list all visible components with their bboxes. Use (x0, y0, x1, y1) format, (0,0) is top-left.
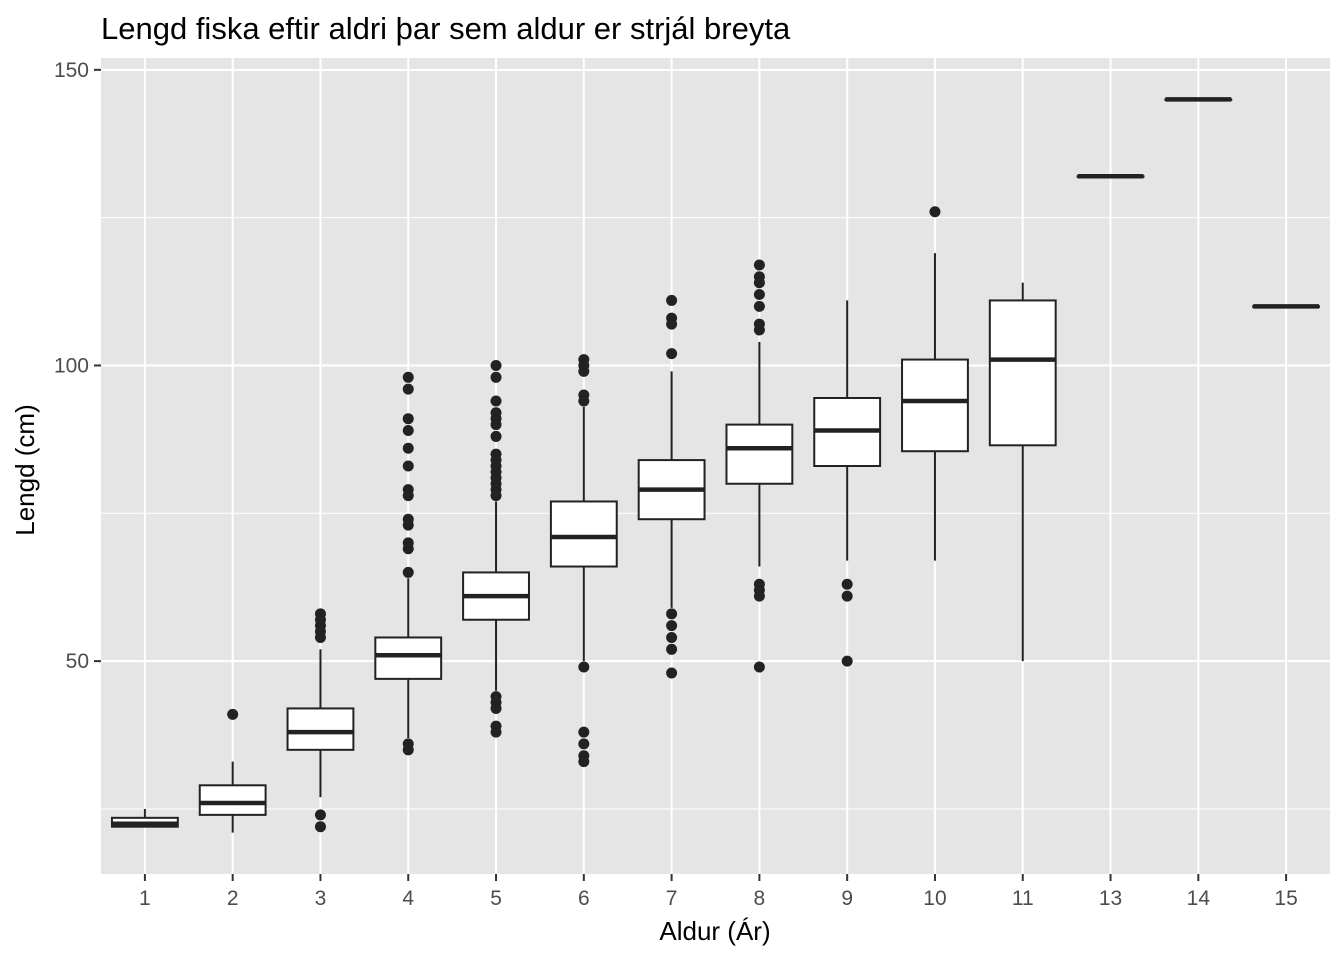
outlier-point (490, 720, 502, 732)
outlier-point (753, 318, 765, 330)
outlier-point (753, 300, 765, 312)
outlier-point (753, 661, 765, 673)
y-axis: 50 100 150 (54, 59, 101, 673)
plot-panel (101, 58, 1330, 874)
outlier-point (578, 726, 590, 738)
box-iqr (286, 707, 355, 751)
box-iqr (374, 636, 443, 680)
x-axis: 1 2 3 4 5 6 7 8 9 10 11 13 14 15 (139, 874, 1298, 910)
box-age-14 (1164, 97, 1233, 102)
outlier-point (578, 738, 590, 750)
outlier-point (490, 395, 502, 407)
y-tick-label: 100 (54, 354, 89, 377)
outlier-point (402, 383, 414, 395)
outlier-point (666, 608, 678, 620)
x-tick-label: 4 (402, 887, 414, 910)
outlier-point (402, 566, 414, 578)
box-age-11 (988, 282, 1057, 662)
outlier-point (578, 750, 590, 762)
box-age-6 (549, 354, 618, 768)
y-tick-label: 50 (66, 650, 89, 673)
outlier-point (402, 513, 414, 525)
box-iqr (725, 423, 794, 485)
box-age-15 (1252, 304, 1321, 309)
outlier-point (841, 590, 853, 602)
x-tick-label: 5 (490, 887, 502, 910)
outlier-point (314, 809, 326, 821)
outlier-point (666, 348, 678, 360)
outlier-point (402, 537, 414, 549)
outlier-point (753, 271, 765, 283)
x-tick-label: 11 (1012, 887, 1034, 910)
box-age-5 (462, 359, 530, 738)
box-age-8 (725, 259, 794, 673)
x-tick-label: 14 (1187, 887, 1211, 910)
outlier-point (841, 578, 853, 590)
x-tick-label: 15 (1274, 887, 1297, 910)
outlier-point (402, 484, 414, 496)
outlier-point (227, 708, 239, 720)
box-iqr (901, 358, 969, 453)
outlier-point (402, 425, 414, 437)
y-tick-label: 150 (54, 59, 89, 82)
outlier-point (490, 448, 502, 460)
box-age-3 (286, 608, 355, 833)
y-axis-title: Lengd (cm) (10, 404, 40, 536)
outlier-point (490, 407, 502, 419)
box-age-10 (901, 206, 969, 561)
outlier-point (666, 643, 678, 655)
outlier-point (490, 691, 502, 703)
outlier-point (402, 371, 414, 383)
boxes-layer (110, 97, 1321, 833)
x-tick-label: 6 (578, 887, 590, 910)
box-age-7 (637, 294, 706, 679)
outlier-point (666, 294, 678, 306)
x-tick-label: 10 (923, 887, 946, 910)
outlier-point (578, 354, 590, 366)
outlier-point (314, 608, 326, 620)
outlier-point (666, 667, 678, 679)
x-tick-label: 8 (754, 887, 766, 910)
x-tick-label: 3 (315, 887, 327, 910)
outlier-point (402, 460, 414, 472)
outlier-point (666, 631, 678, 643)
x-tick-label: 7 (666, 887, 678, 910)
outlier-point (402, 442, 414, 454)
outlier-point (402, 738, 414, 750)
chart-title: Lengd fiska eftir aldri þar sem aldur er… (101, 11, 791, 46)
outlier-point (490, 430, 502, 442)
x-tick-label: 1 (139, 887, 151, 910)
box-age-4 (374, 371, 443, 756)
x-tick-label: 2 (227, 887, 239, 910)
outlier-point (314, 821, 326, 833)
outlier-point (841, 655, 853, 667)
outlier-point (666, 312, 678, 324)
x-tick-label: 9 (841, 887, 853, 910)
outlier-point (578, 661, 590, 673)
minor-gridlines (101, 217, 1330, 810)
outlier-point (753, 578, 765, 590)
outlier-point (490, 359, 502, 371)
x-axis-title: Aldur (Ár) (659, 916, 770, 946)
outlier-point (753, 259, 765, 271)
outlier-point (666, 620, 678, 632)
outlier-point (578, 389, 590, 401)
box-age-13 (1076, 174, 1145, 179)
box-iqr (549, 500, 618, 568)
box-iqr (198, 784, 267, 816)
x-tick-label: 13 (1099, 887, 1122, 910)
outlier-point (490, 371, 502, 383)
box-age-9 (813, 300, 882, 667)
outlier-point (402, 413, 414, 425)
box-age-1 (110, 808, 179, 828)
outlier-point (753, 289, 765, 301)
box-iqr (988, 299, 1057, 447)
box-age-2 (198, 708, 267, 833)
outlier-point (929, 206, 941, 218)
